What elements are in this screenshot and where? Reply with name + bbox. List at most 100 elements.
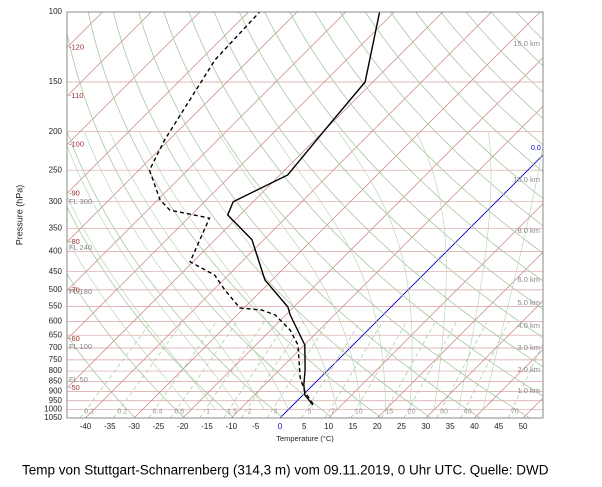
isotherm: [67, 12, 152, 97]
y-tick-label: 650: [49, 330, 63, 339]
flight-level-label: FL 50: [69, 375, 88, 384]
flight-level-label: FL 180: [69, 287, 92, 296]
y-tick-label: 1000: [44, 405, 62, 414]
temperature-line: [226, 12, 381, 406]
y-tick-label: 450: [49, 267, 63, 276]
y-tick-label: 750: [49, 355, 63, 364]
moist-adiabat: [458, 131, 492, 410]
moist-adiabat: [139, 131, 313, 410]
mixing-ratio-line: [223, 321, 288, 418]
x-tick-label: 35: [446, 422, 455, 431]
dry-adiabat: [67, 335, 136, 418]
isotherm: [67, 12, 346, 292]
mixing-ratio-line: [170, 321, 238, 418]
flight-level-label: FL 240: [69, 243, 92, 252]
height-label: 2.0 km: [517, 365, 540, 374]
x-tick-label: 40: [470, 422, 479, 431]
x-tick-label: 45: [494, 422, 503, 431]
x-tick-label: -40: [80, 422, 92, 431]
mixing-ratio-label: 0.6: [174, 408, 184, 415]
x-tick-label: -30: [128, 422, 140, 431]
x-tick-label: -15: [201, 422, 213, 431]
dry-adiabat: [567, 12, 602, 418]
isotherm-label: -70: [69, 286, 80, 295]
dry-adiabat: [163, 12, 530, 418]
height-label: 4.0 km: [517, 321, 540, 330]
x-tick-label: 30: [421, 422, 430, 431]
y-tick-label: 550: [49, 301, 63, 310]
height-label: 3.0 km: [517, 343, 540, 352]
mixing-ratio-line: [79, 321, 152, 418]
isotherm-label: -100: [69, 140, 84, 149]
y-tick-label: 800: [49, 366, 63, 375]
plot-frame: [66, 11, 544, 419]
height-label: 8.0 km: [517, 226, 540, 235]
y-tick-label: 150: [49, 77, 63, 86]
x-tick-label: 0: [278, 422, 283, 431]
mixing-ratio-line: [301, 321, 361, 418]
isotherm: [425, 300, 543, 418]
dry-adiabat: [238, 12, 543, 339]
mixing-ratio-label: 1: [206, 408, 210, 415]
dry-adiabat: [188, 12, 543, 397]
moist-adiabat: [67, 195, 216, 410]
y-tick-label: 500: [49, 285, 63, 294]
isotherm-label: -50: [69, 383, 80, 392]
dry-adiabat: [440, 12, 543, 120]
moist-adiabat: [67, 238, 192, 410]
y-tick-label: 100: [49, 7, 63, 16]
isotherm-label: -120: [69, 42, 84, 51]
moist-adiabat: [338, 131, 413, 410]
dry-adiabat: [213, 12, 543, 368]
dry-adiabat: [67, 130, 284, 418]
mixing-ratio-label: 1.5: [227, 408, 237, 415]
isotherm: [376, 251, 543, 418]
height-label: 15.0 km: [513, 39, 540, 48]
freezing-isotherm: [279, 154, 543, 418]
y-tick-label: 250: [49, 165, 63, 174]
dry-adiabat: [138, 12, 481, 418]
y-tick-label: 300: [49, 197, 63, 206]
y-axis-label: Pressure (hPa): [14, 185, 24, 246]
mixing-ratio-label: 7: [331, 408, 335, 415]
mixing-ratio-line: [240, 321, 305, 418]
mixing-ratio-line: [350, 321, 408, 418]
moist-adiabat: [84, 131, 265, 410]
mixing-ratio-label: 70: [511, 408, 519, 415]
dry-adiabat: [67, 272, 185, 418]
isotherm: [67, 12, 249, 194]
x-tick-label: 10: [324, 422, 333, 431]
mixing-ratio-line: [266, 321, 329, 418]
moist-adiabat: [109, 131, 289, 410]
isotherm-label: -90: [69, 188, 80, 197]
moist-adiabat: [217, 131, 362, 410]
x-tick-label: -35: [104, 422, 116, 431]
mixing-ratio-line: [112, 321, 184, 418]
x-tick-label: -20: [177, 422, 189, 431]
moist-adiabat: [415, 131, 447, 410]
freezing-label: 0.0: [531, 145, 541, 152]
mixing-ratio-label: 15: [385, 408, 393, 415]
mixing-ratio-label: 40: [464, 408, 472, 415]
dry-adiabat: [289, 12, 543, 282]
mixing-ratio-label: 0.4: [153, 408, 163, 415]
x-tick-label: -25: [153, 422, 165, 431]
y-tick-label: 400: [49, 246, 63, 255]
dry-adiabat: [490, 12, 543, 67]
dry-adiabat: [113, 12, 432, 418]
dry-adiabat: [87, 12, 382, 418]
background-lines: [67, 12, 602, 418]
dewpoint-line: [148, 12, 314, 405]
mixing-ratio-line: [199, 321, 265, 418]
y-tick-label: 850: [49, 377, 63, 386]
y-tick-label: 200: [49, 127, 63, 136]
labels: 1001502002503003504004505005506006507007…: [44, 7, 541, 431]
mixing-ratio-line: [381, 321, 436, 418]
mixing-ratio-label: 20: [408, 408, 416, 415]
y-tick-label: 900: [49, 386, 63, 395]
y-tick-label: 350: [49, 223, 63, 232]
y-tick-label: 700: [49, 343, 63, 352]
dry-adiabat: [339, 12, 543, 227]
y-tick-label: 600: [49, 316, 63, 325]
mixing-ratio-line: [436, 321, 488, 418]
